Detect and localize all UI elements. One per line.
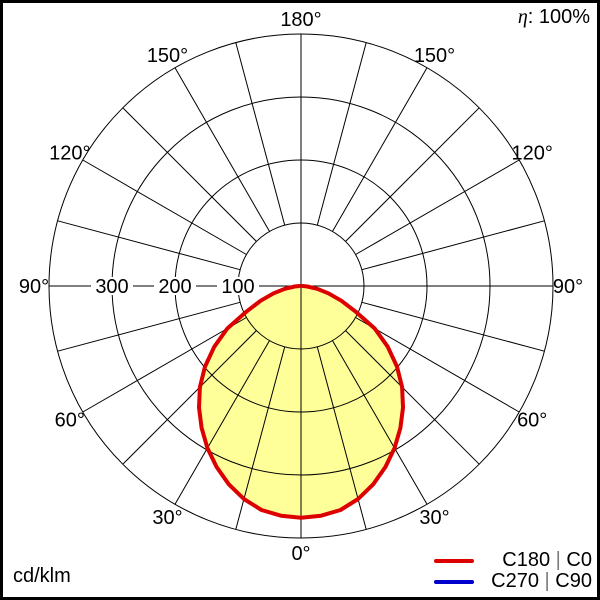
angle-label-60-left: 60°	[55, 410, 85, 432]
angle-label-30-right: 30°	[419, 507, 449, 529]
grid-spoke-150	[332, 67, 428, 232]
grid-spoke-30	[332, 340, 428, 505]
grid-spoke-165	[316, 42, 367, 226]
curve-c180-c0	[197, 284, 405, 520]
legend-item-c180: C180 | C0	[434, 549, 592, 572]
angle-label-120-left: 120°	[49, 143, 90, 165]
angle-label-60-right: 60°	[517, 410, 547, 432]
angle-label-150-left: 150°	[147, 45, 188, 67]
angle-label-180: 180°	[280, 9, 321, 31]
grid-spoke-75	[361, 301, 545, 352]
radial-tick-gap-200	[154, 277, 196, 295]
legend-plane-b: C0	[560, 549, 592, 571]
legend-line-c180	[434, 558, 474, 563]
legend-plane-a: C180	[502, 549, 556, 571]
radial-tick-label-300: 300	[95, 276, 128, 298]
legend: C180 | C0 C270 | C90	[434, 549, 592, 593]
radial-tick-gap-300	[91, 277, 133, 295]
angle-label-90-left: 90°	[19, 276, 49, 298]
grid-spoke-105	[361, 220, 545, 271]
legend-label-c270: C270 | C90	[480, 570, 592, 593]
legend-line-c270	[434, 579, 474, 584]
legend-item-c270: C270 | C90	[434, 570, 592, 593]
grid-spoke-240	[82, 159, 247, 255]
unit-label: cd/klm	[13, 565, 71, 587]
grid-spoke-210	[174, 67, 270, 232]
grid-spoke-195	[235, 42, 286, 226]
angle-label-90-right: 90°	[553, 276, 583, 298]
radial-tick-label-100: 100	[221, 276, 254, 298]
angle-label-0: 0°	[291, 543, 310, 565]
grid-spoke-225	[122, 107, 257, 242]
eta-symbol: η	[517, 6, 528, 28]
legend-separator: |	[544, 570, 550, 592]
legend-plane-b: C90	[549, 570, 592, 592]
grid-spoke-255	[57, 220, 241, 271]
angle-label-150-right: 150°	[414, 45, 455, 67]
legend-label-c180: C180 | C0	[480, 549, 592, 572]
grid-spoke-300	[82, 317, 247, 413]
angle-label-120-right: 120°	[512, 143, 553, 165]
grid-spoke-285	[57, 301, 241, 352]
legend-separator: |	[555, 549, 561, 571]
efficiency-value: : 100%	[527, 6, 590, 28]
angle-label-30-left: 30°	[152, 507, 182, 529]
legend-plane-a: C270	[491, 570, 545, 592]
radial-tick-label-200: 200	[158, 276, 191, 298]
grid-spoke-120	[355, 159, 520, 255]
grid-spoke-315	[122, 330, 257, 465]
grid-spoke-135	[345, 107, 480, 242]
radial-tick-gap-100	[217, 277, 259, 295]
grid-spoke-60	[355, 317, 520, 413]
efficiency-label: η: 100%	[518, 6, 590, 29]
grid-spoke-45	[345, 330, 480, 465]
grid-spoke-330	[174, 340, 270, 505]
